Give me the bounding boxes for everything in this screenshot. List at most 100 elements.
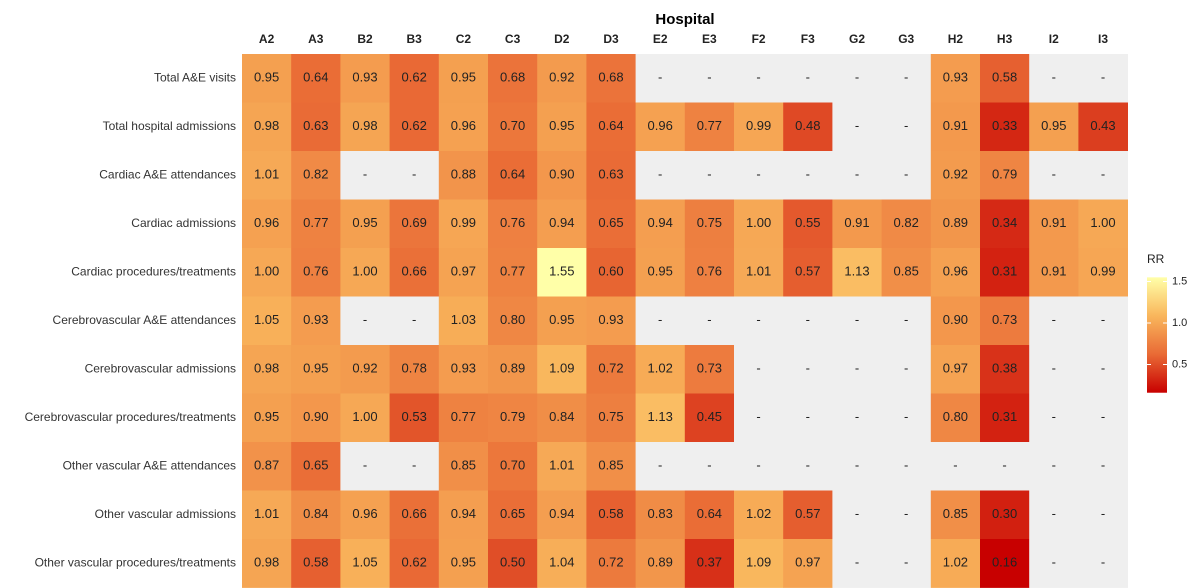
cell-label: - [363,167,367,182]
colorbar [1147,277,1167,393]
cell-label: 0.80 [943,409,968,424]
cell-label: - [1052,167,1056,182]
missing-cell [832,102,882,152]
missing-cell [832,345,882,394]
missing-cell [1029,393,1079,443]
cell-label: 0.60 [598,264,623,279]
missing-cell [783,442,833,491]
x-tick-label: G2 [849,32,865,46]
cell [734,102,784,152]
cell-label: 0.58 [303,555,328,570]
cell-label: - [855,555,859,570]
cell-label: 0.91 [844,215,869,230]
cell [488,490,538,540]
cell [340,490,390,540]
cell [291,54,341,103]
missing-cell [1078,490,1128,540]
cell-label: - [904,312,908,327]
cell [586,393,636,443]
cell-label: 0.95 [254,70,279,85]
cell-label: 0.96 [254,215,279,230]
cell [684,393,735,443]
missing-cell [1078,345,1128,394]
cell-label: 0.64 [697,506,722,521]
cell-label: 1.01 [746,264,771,279]
cell [242,490,292,540]
cell [340,54,390,103]
cell [930,102,981,152]
cell-label: 0.94 [549,215,574,230]
cell [389,490,440,540]
cell-label: 0.77 [451,409,476,424]
y-tick-label: Cardiac A&E attendances [99,167,236,181]
cell-label: 0.65 [303,458,328,473]
cell-label: 0.16 [992,555,1017,570]
cell-label: 0.89 [648,555,673,570]
y-tick-label: Cerebrovascular A&E attendances [53,313,236,327]
cell [586,102,636,152]
missing-cell [1078,151,1128,200]
missing-cell [1029,151,1079,200]
cell-label: 0.50 [500,555,525,570]
cell-label: 0.97 [943,361,968,376]
cell-label: - [904,555,908,570]
cell [586,442,636,491]
cell-label: 0.70 [500,458,525,473]
cell-label: 0.88 [451,167,476,182]
cell-label: - [855,70,859,85]
missing-cell [881,296,932,346]
missing-cell [881,393,932,443]
cell-label: 0.87 [254,458,279,473]
cell-label: 0.65 [598,215,623,230]
cell-label: 0.57 [795,264,820,279]
cell-label: 0.31 [992,409,1017,424]
cell [930,248,981,297]
missing-cell [881,539,932,588]
cell [980,539,1030,588]
missing-cell [1029,442,1079,491]
x-tick-label: E3 [702,32,717,46]
cell-label: - [412,312,416,327]
missing-cell [635,442,686,491]
cell [537,199,587,249]
cell-label: 1.01 [254,506,279,521]
cell-label: - [806,70,810,85]
cell [438,442,489,491]
cell [930,539,981,588]
cell-label: 0.79 [500,409,525,424]
missing-cell [930,442,981,491]
missing-cell [1029,296,1079,346]
cell [684,248,735,297]
cell-label: 0.79 [992,167,1017,182]
cell [684,345,735,394]
cell-label: - [412,167,416,182]
cell [684,199,735,249]
cell-label: 0.95 [1041,118,1066,133]
cell-label: 0.95 [451,70,476,85]
missing-cell [1029,54,1079,103]
cell-label: - [756,458,760,473]
cell [930,199,981,249]
cell-label: 0.98 [254,118,279,133]
cell [242,345,292,394]
cell [635,102,686,152]
cell-label: - [707,70,711,85]
cell-label: 1.04 [549,555,574,570]
cell-label: 0.73 [697,361,722,376]
cell-label: - [658,458,662,473]
cell [930,393,981,443]
cell-label: 1.01 [254,167,279,182]
cell [1078,199,1128,249]
missing-cell [783,345,833,394]
x-tick-label: B2 [357,32,373,46]
missing-cell [734,442,784,491]
cell-label: 0.98 [352,118,377,133]
cell-label: 1.00 [1090,215,1115,230]
cell-label: 1.09 [746,555,771,570]
cell [1029,248,1079,297]
cell [242,199,292,249]
colorbar-title: RR [1147,252,1165,266]
cell [881,248,932,297]
cell-label: 0.31 [992,264,1017,279]
cell [291,102,341,152]
